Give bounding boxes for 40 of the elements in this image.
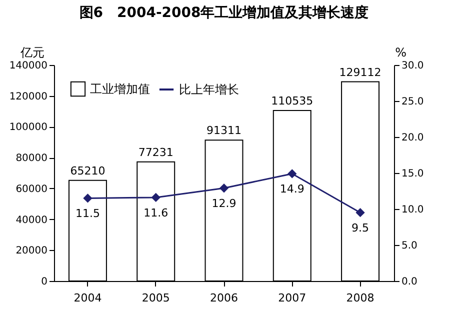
- y2-axis-title: %: [395, 46, 406, 60]
- chart-title: 图6 2004-2008年工业增加值及其增长速度: [79, 4, 369, 21]
- y-tick-label: 60000: [16, 184, 48, 195]
- x-tick-label: 2006: [210, 292, 238, 304]
- x-tick-label: 2005: [142, 292, 170, 304]
- data-label: 65210: [70, 164, 106, 178]
- y-axis-title: 亿元: [20, 46, 44, 60]
- point: [152, 193, 160, 202]
- y-tick-label: 100000: [9, 122, 48, 134]
- y2-tick-label: 10.0: [402, 204, 424, 216]
- y-tick-label: 140000: [9, 60, 48, 72]
- y-tick-label: 40000: [16, 214, 48, 226]
- x-tick-label: 2007: [278, 292, 306, 304]
- y2-tick-label: 20.0: [402, 132, 424, 144]
- point: [220, 184, 228, 192]
- y-tick-label: 80000: [16, 153, 48, 164]
- x-tick-label: 2008: [346, 292, 374, 304]
- data-label: 14.9: [280, 182, 304, 196]
- data-label: 129112: [339, 66, 382, 79]
- y-tick-label: 20000: [16, 246, 48, 257]
- y-tick-label: 120000: [9, 91, 48, 102]
- legend-label: 比上年增长: [179, 82, 239, 96]
- y2-tick-label: 0.0: [402, 276, 418, 288]
- data-label: 12.9: [212, 197, 236, 210]
- y2-tick-label: 15.0: [402, 168, 424, 180]
- x-tick-label: 2004: [74, 292, 102, 304]
- point: [288, 170, 296, 178]
- data-label: 91311: [206, 124, 242, 138]
- y2-tick-label: 30.0: [402, 60, 424, 72]
- data-label: 11.6: [144, 206, 168, 220]
- data-label: 9.5: [352, 222, 370, 235]
- y2-tick-label: 5.0: [402, 240, 418, 252]
- y2-tick-label: 25.0: [402, 96, 424, 108]
- data-label: 77231: [138, 146, 174, 159]
- point: [356, 208, 364, 217]
- data-label: 110535: [271, 94, 314, 108]
- point: [84, 194, 92, 202]
- data-label: 11.5: [75, 207, 100, 220]
- legend-label: 工业增加值: [90, 82, 150, 96]
- y-tick-label: 0: [41, 276, 48, 288]
